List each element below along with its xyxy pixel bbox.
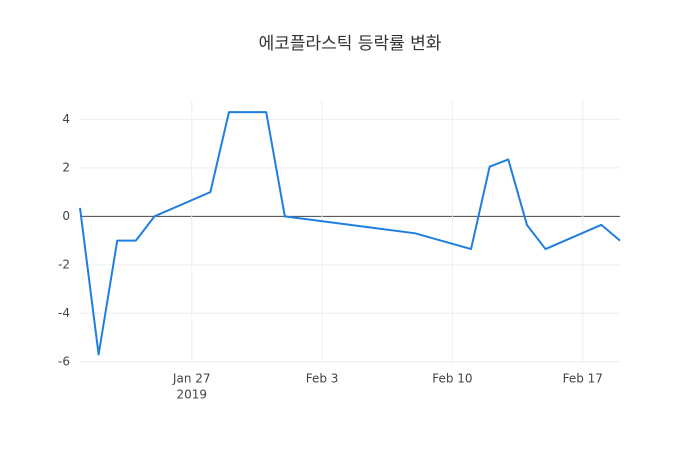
y-tick-label: 0 xyxy=(62,209,70,223)
x-tick-label: Feb 17 xyxy=(563,372,603,386)
y-tick-label: -4 xyxy=(58,306,70,320)
x-tick-label: Jan 27 xyxy=(172,372,211,386)
y-tick-label: 2 xyxy=(62,160,70,174)
line xyxy=(79,111,621,356)
chart-title: 에코플라스틱 등락률 변화 xyxy=(259,34,442,54)
x-year-label: 2019 xyxy=(176,388,207,402)
x-tick-label: Feb 10 xyxy=(432,372,472,386)
x-tick-label: Feb 3 xyxy=(306,372,339,386)
y-tick-label: -6 xyxy=(58,354,70,368)
y-tick-label: 4 xyxy=(62,112,70,126)
y-tick-label: -2 xyxy=(58,257,70,271)
